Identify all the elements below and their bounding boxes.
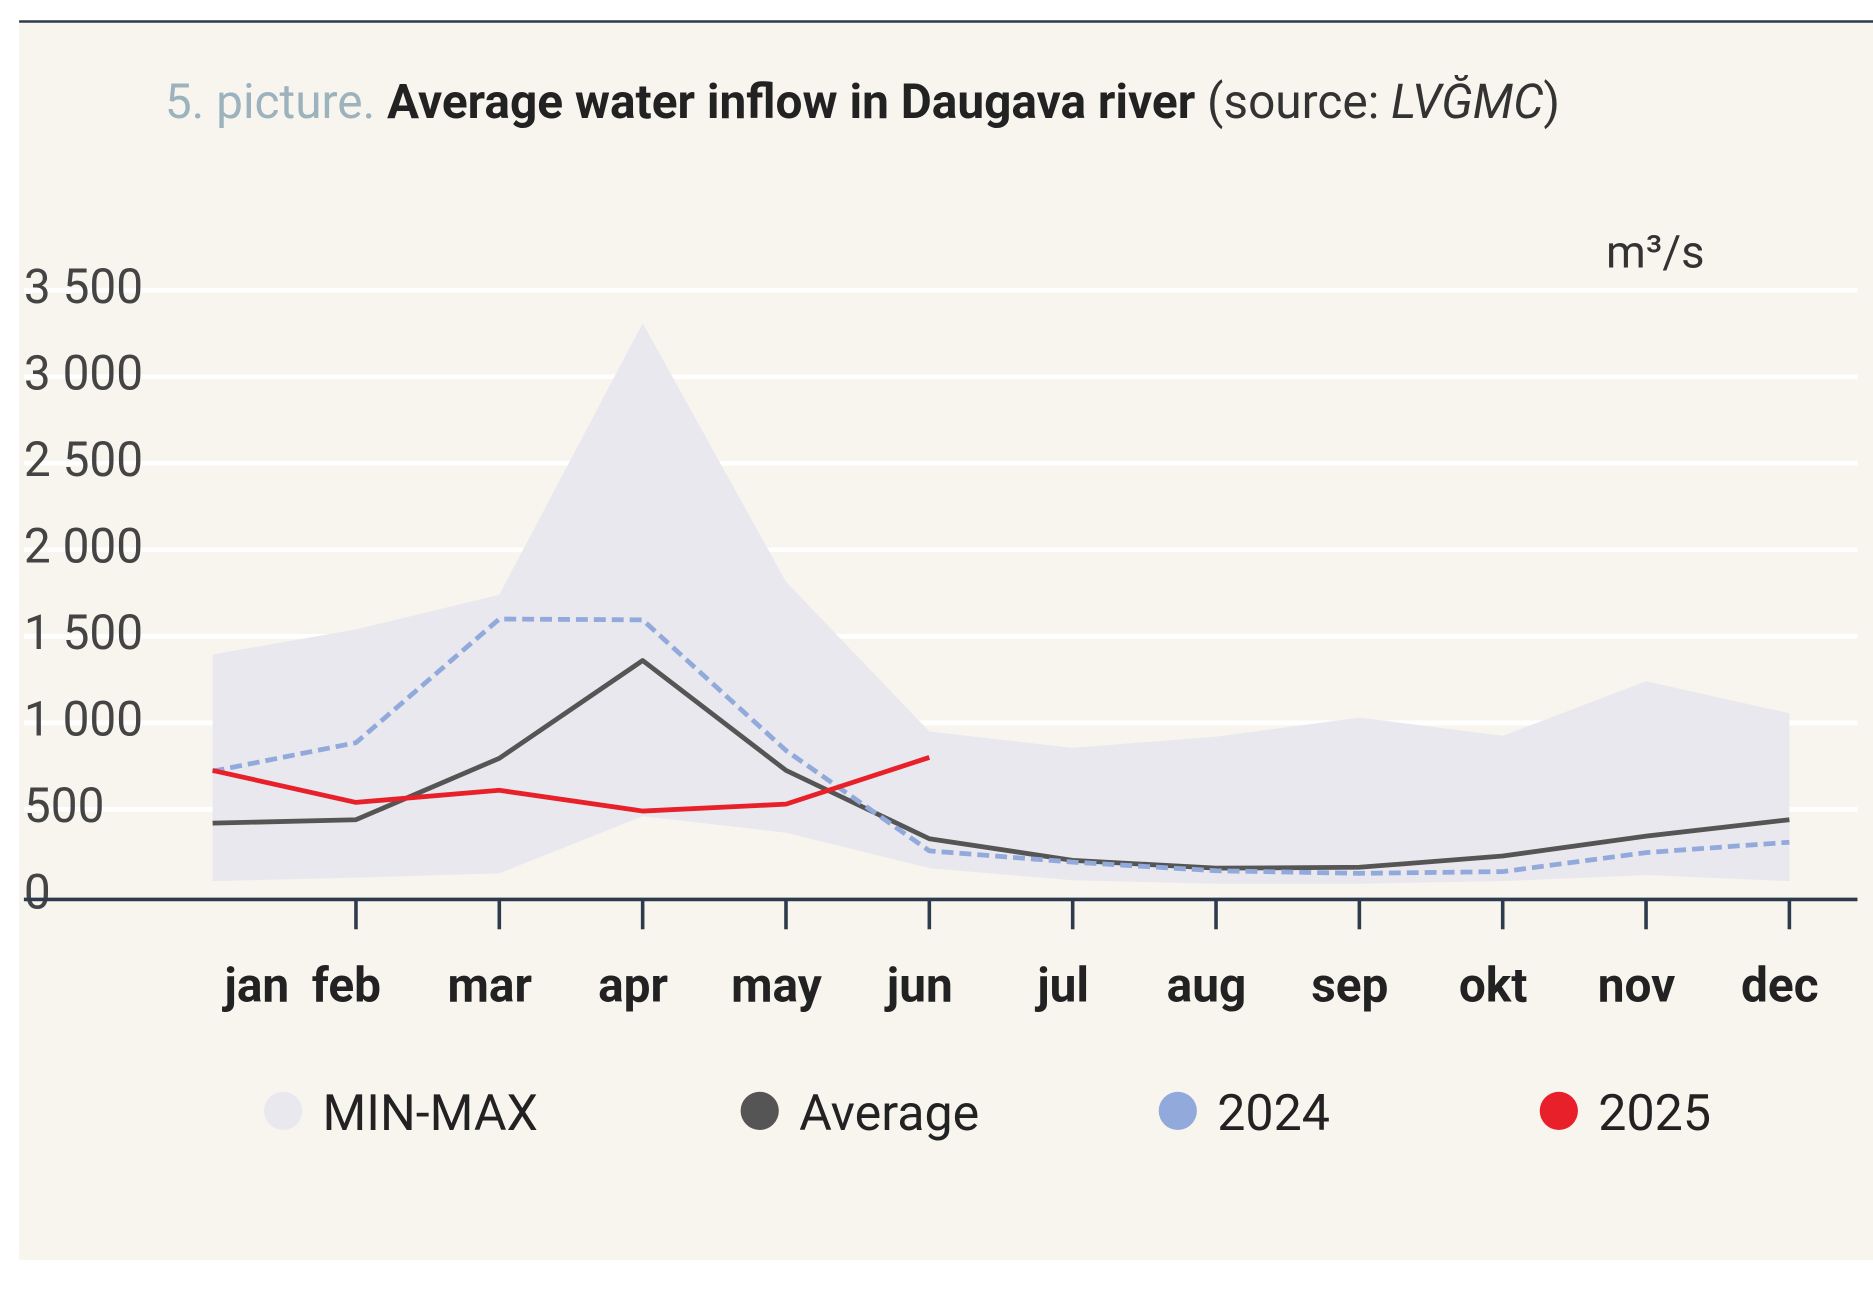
y-tick-label: 1 000 <box>24 691 143 747</box>
x-tick-label: okt <box>1459 958 1528 1014</box>
legend-marker <box>263 1091 303 1130</box>
series-line <box>212 755 931 814</box>
y-tick-label: 3 500 <box>24 259 143 315</box>
figure-label: 5. picture. <box>165 74 375 130</box>
title: Average water inflow in Daugava river <box>387 74 1195 130</box>
x-tick-label: apr <box>598 958 668 1014</box>
legend-marker <box>1158 1091 1197 1130</box>
y-unit: m³/s <box>1606 227 1705 280</box>
series-line <box>212 616 1790 876</box>
x-tick-label: jun <box>884 958 953 1014</box>
y-tick-label: 2 500 <box>24 432 143 488</box>
y-tick-label: 500 <box>24 778 105 834</box>
source-suffix: ) <box>1543 74 1560 130</box>
source-name: LVĞMC <box>1391 74 1543 130</box>
y-tick-label: 0 <box>24 864 51 920</box>
series-line <box>212 658 1790 871</box>
min-max-band <box>212 323 1790 884</box>
legend-label: Average <box>799 1084 979 1143</box>
x-tick-label: mar <box>448 958 532 1014</box>
y-tick-label: 3 000 <box>24 345 143 401</box>
x-tick-label: may <box>731 958 822 1014</box>
chart-title: 5. picture. Average water inflow in Daug… <box>165 74 1560 130</box>
x-tick-label: jul <box>1034 958 1089 1014</box>
legend-label: MIN-MAX <box>323 1084 538 1143</box>
x-tick-label: aug <box>1167 958 1247 1014</box>
x-tick-label: jan <box>221 958 289 1014</box>
x-tick-label: feb <box>312 958 381 1014</box>
legend-marker <box>740 1091 779 1130</box>
y-tick-label: 1 500 <box>24 605 143 661</box>
x-tick-label: nov <box>1598 958 1676 1014</box>
y-tick-label: 2 000 <box>24 518 143 574</box>
legend-label: 2025 <box>1598 1084 1711 1143</box>
legend-label: 2024 <box>1217 1084 1330 1143</box>
source-prefix: (source: <box>1207 74 1379 130</box>
legend-marker <box>1539 1091 1578 1130</box>
x-tick-label: sep <box>1311 958 1388 1014</box>
x-tick-label: dec <box>1741 958 1819 1014</box>
